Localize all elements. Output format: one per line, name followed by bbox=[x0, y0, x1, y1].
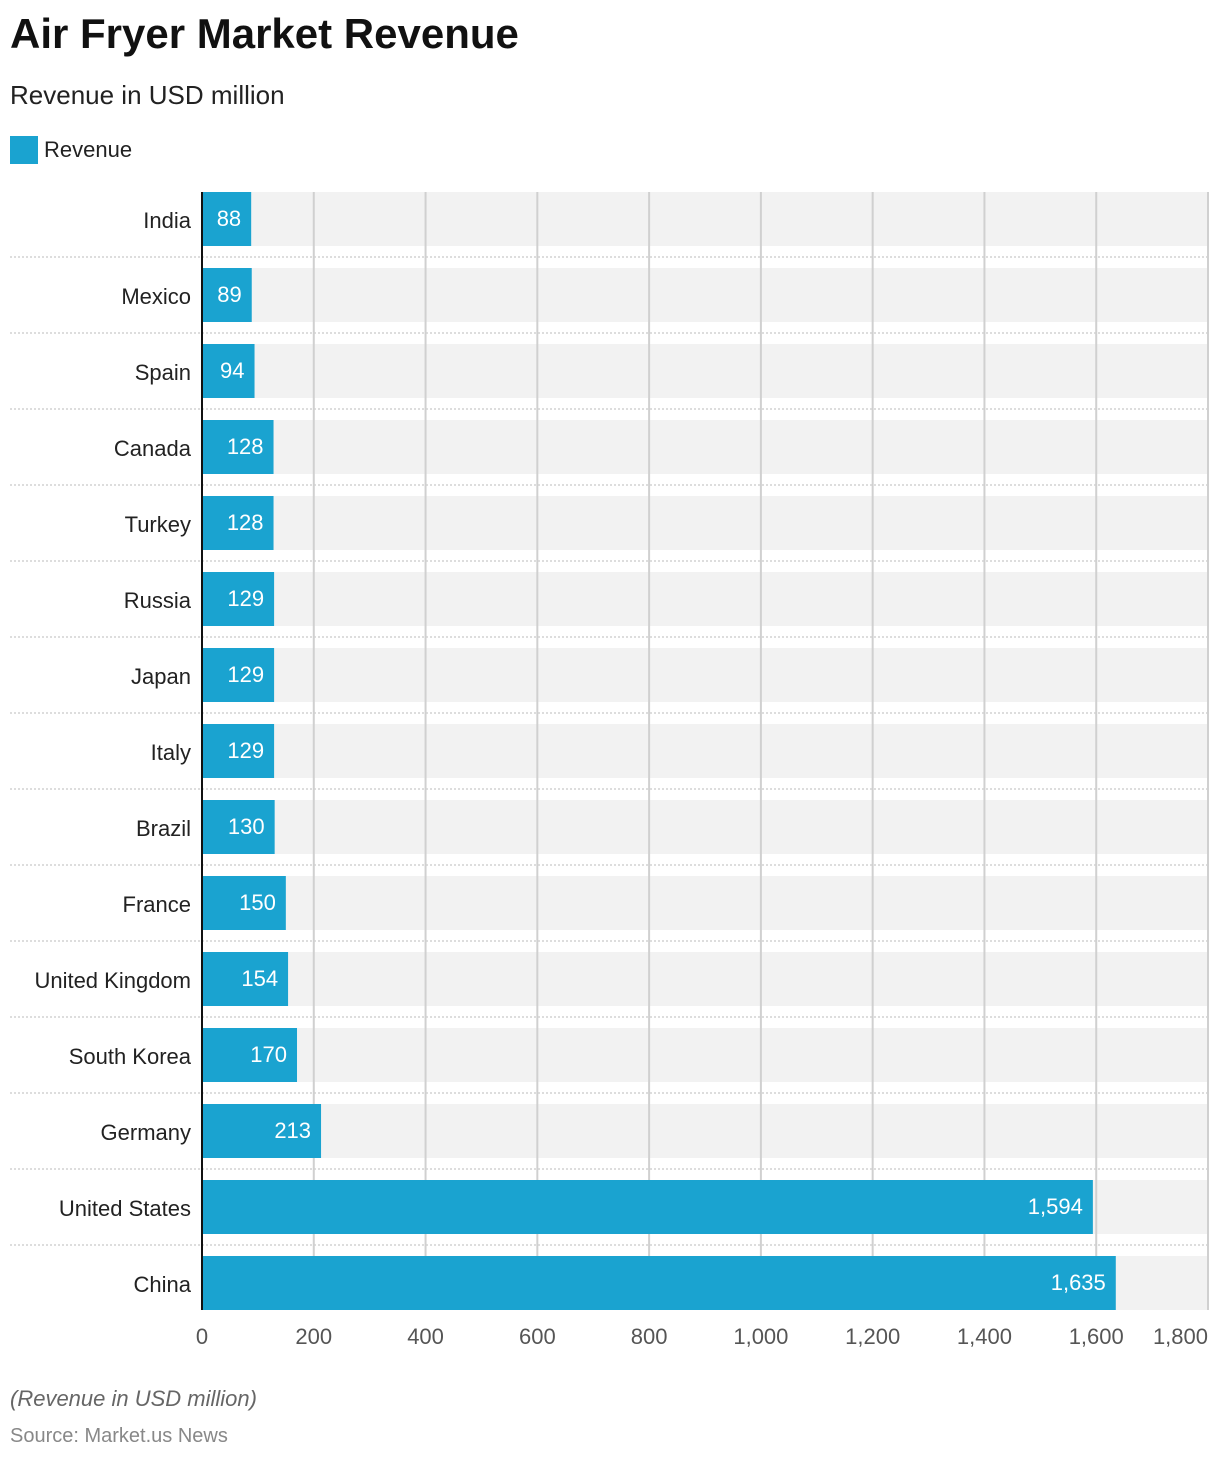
bar bbox=[202, 1180, 1093, 1234]
x-tick-label: 1,400 bbox=[957, 1324, 1012, 1349]
row-band bbox=[202, 724, 1208, 778]
category-label: South Korea bbox=[69, 1044, 192, 1069]
bar bbox=[202, 192, 252, 246]
legend: Revenue bbox=[10, 136, 132, 164]
data-label: 94 bbox=[220, 358, 244, 383]
x-tick-label: 1,000 bbox=[733, 1324, 788, 1349]
category-label: Turkey bbox=[125, 512, 191, 537]
chart-subtitle: Revenue in USD million bbox=[10, 80, 285, 110]
bar bbox=[202, 572, 275, 626]
bar bbox=[202, 1028, 298, 1082]
data-label: 130 bbox=[228, 814, 265, 839]
row-band bbox=[202, 952, 1208, 1006]
x-tick-label: 0 bbox=[196, 1324, 208, 1349]
x-tick-label: 1,600 bbox=[1069, 1324, 1124, 1349]
category-label: United Kingdom bbox=[34, 968, 191, 993]
data-label: 129 bbox=[227, 662, 264, 687]
data-label: 1,635 bbox=[1051, 1270, 1106, 1295]
category-label: Canada bbox=[114, 436, 192, 461]
data-label: 170 bbox=[250, 1042, 287, 1067]
data-label: 154 bbox=[241, 966, 278, 991]
row-band bbox=[202, 648, 1208, 702]
category-label: Germany bbox=[101, 1120, 191, 1145]
source: Source: Market.us News bbox=[10, 1425, 228, 1447]
category-label: Brazil bbox=[136, 816, 191, 841]
x-tick-label: 1,200 bbox=[845, 1324, 900, 1349]
bar bbox=[202, 496, 274, 550]
x-tick-label: 800 bbox=[631, 1324, 668, 1349]
row-band bbox=[202, 192, 1208, 246]
row-band bbox=[202, 876, 1208, 930]
bar bbox=[202, 876, 286, 930]
category-label: Spain bbox=[135, 360, 191, 385]
legend-label: Revenue bbox=[44, 137, 133, 162]
data-label: 89 bbox=[217, 282, 241, 307]
data-label: 129 bbox=[227, 586, 264, 611]
data-label: 213 bbox=[274, 1118, 311, 1143]
category-label: Italy bbox=[151, 740, 191, 765]
row-band bbox=[202, 496, 1208, 550]
row-band bbox=[202, 420, 1208, 474]
x-tick-label: 400 bbox=[407, 1324, 444, 1349]
chart-title: Air Fryer Market Revenue bbox=[10, 10, 519, 57]
bar bbox=[202, 344, 255, 398]
row-band bbox=[202, 1104, 1208, 1158]
bar bbox=[202, 952, 289, 1006]
legend-swatch bbox=[10, 136, 38, 164]
x-tick-label: 1,800 bbox=[1153, 1324, 1208, 1349]
category-label: Russia bbox=[124, 588, 192, 613]
footnote: (Revenue in USD million) bbox=[10, 1386, 257, 1411]
row-band bbox=[202, 1028, 1208, 1082]
row-band bbox=[202, 268, 1208, 322]
category-label: China bbox=[134, 1272, 192, 1297]
bar bbox=[202, 724, 275, 778]
bar bbox=[202, 268, 252, 322]
category-label: India bbox=[143, 208, 191, 233]
data-label: 129 bbox=[227, 738, 264, 763]
x-tick-label: 600 bbox=[519, 1324, 556, 1349]
x-tick-label: 200 bbox=[295, 1324, 332, 1349]
row-band bbox=[202, 572, 1208, 626]
data-label: 1,594 bbox=[1028, 1194, 1083, 1219]
category-label: Japan bbox=[131, 664, 191, 689]
data-label: 150 bbox=[239, 890, 276, 915]
bar bbox=[202, 648, 275, 702]
row-band bbox=[202, 800, 1208, 854]
row-band bbox=[202, 344, 1208, 398]
bar bbox=[202, 1256, 1116, 1310]
bar bbox=[202, 420, 274, 474]
data-label: 128 bbox=[227, 434, 264, 459]
category-label: France bbox=[123, 892, 191, 917]
category-label: Mexico bbox=[121, 284, 191, 309]
bar bbox=[202, 800, 275, 854]
category-label: United States bbox=[59, 1196, 191, 1221]
data-label: 128 bbox=[227, 510, 264, 535]
data-label: 88 bbox=[217, 206, 241, 231]
bar bbox=[202, 1104, 322, 1158]
